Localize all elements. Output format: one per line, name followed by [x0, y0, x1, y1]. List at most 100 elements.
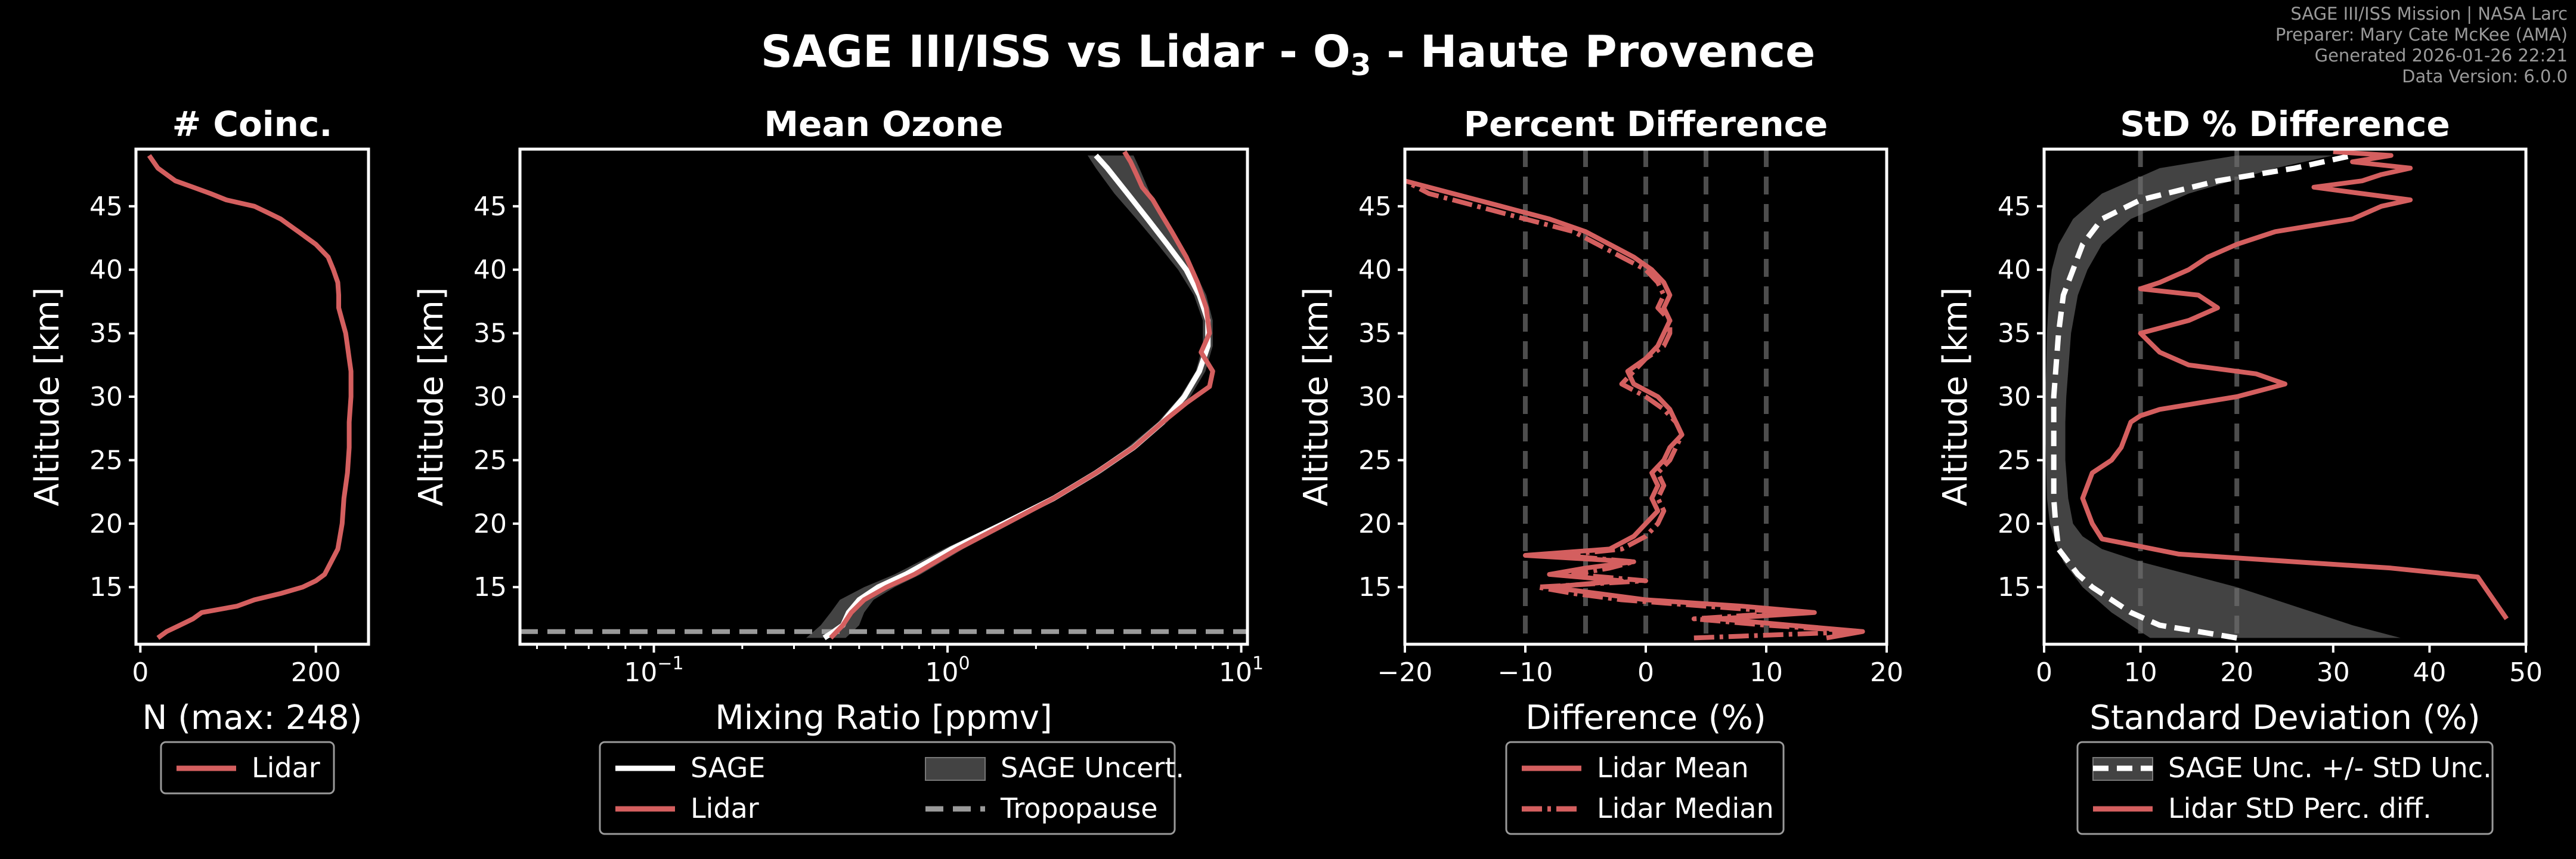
series-lidar — [829, 150, 1215, 640]
x-tick-label: 10 — [1750, 657, 1783, 688]
y-tick-label: 45 — [1998, 191, 2031, 222]
y-tick-label: 30 — [1998, 382, 2031, 412]
legend: SAGE Lidar SAGE Uncert. Tropopause — [599, 741, 1184, 835]
y-tick-label: 20 — [89, 509, 123, 539]
axes-frame — [518, 147, 1249, 646]
x-tick-label: 20 — [2220, 657, 2253, 688]
y-tick-label: 15 — [1998, 572, 2031, 602]
y-tick-label: 15 — [89, 572, 123, 602]
x-axis-label: N (max: 248) — [143, 699, 363, 737]
x-tick-label: 30 — [2317, 657, 2350, 688]
mission-label: SAGE III/ISS Mission | NASA Larc — [2290, 4, 2568, 24]
preparer-label: Preparer: Mary Cate McKee (AMA) — [2275, 24, 2568, 45]
y-tick-label: 20 — [1998, 509, 2031, 539]
legend-label: SAGE Uncert. — [1001, 752, 1184, 784]
series-lidar-mean — [1405, 178, 1865, 641]
y-axis-label: Altitude [km] — [412, 287, 451, 506]
plot-area — [2045, 149, 2509, 644]
y-tick-label: 35 — [89, 319, 123, 349]
y-tick-label: 20 — [473, 509, 507, 539]
legend-item: Lidar Mean — [1522, 752, 1749, 784]
legend: Lidar Mean Lidar Median — [1505, 741, 1785, 835]
x-axis-label: Mixing Ratio [ppmv] — [715, 699, 1052, 737]
x-tick-label: 101 — [1219, 653, 1264, 688]
panel-title: StD % Difference — [2120, 104, 2450, 144]
y-tick-label: 15 — [1358, 572, 1392, 602]
x-tick-label: 0 — [132, 657, 148, 688]
legend-label: SAGE Unc. +/- StD Unc. — [2168, 752, 2492, 784]
figure-title-subscript: 3 — [1351, 48, 1371, 82]
legend-label: Lidar Mean — [1597, 752, 1749, 784]
legend-item: Lidar StD Perc. diff. — [2093, 792, 2432, 824]
y-tick-label: 45 — [89, 191, 123, 222]
y-tick-label: 30 — [473, 382, 507, 412]
x-tick-label: 0 — [2036, 657, 2052, 688]
y-axis-label: Altitude [km] — [28, 287, 67, 506]
y-tick-label: 40 — [1998, 255, 2031, 285]
panel-title: Mean Ozone — [764, 104, 1003, 144]
legend-frame — [599, 741, 1176, 835]
legend-label: SAGE — [691, 752, 765, 784]
legend-item: Lidar — [615, 792, 759, 824]
y-tick-label: 40 — [89, 255, 123, 285]
x-tick-label: −10 — [1498, 657, 1553, 688]
legend-frame — [160, 741, 335, 795]
legend-item: SAGE Unc. +/- StD Unc. — [2092, 752, 2492, 784]
generated-label: Generated 2026-01-26 22:21 — [2314, 45, 2568, 66]
y-tick-label: 20 — [1358, 509, 1392, 539]
plot-area — [520, 150, 1247, 641]
x-tick-exponent: −1 — [657, 653, 683, 674]
x-tick-label: 50 — [2509, 657, 2543, 688]
x-tick-exponent: 1 — [1252, 653, 1264, 674]
legend-item: Lidar Median — [1522, 792, 1774, 824]
legend-label: Lidar — [252, 752, 320, 784]
y-tick-label: 45 — [1358, 191, 1392, 222]
x-tick-label: 0 — [1637, 657, 1654, 688]
y-tick-label: 30 — [1358, 382, 1392, 412]
x-tick-label: 200 — [291, 657, 341, 688]
x-axis-label: Standard Deviation (%) — [2089, 699, 2480, 737]
y-tick-label: 30 — [89, 382, 123, 412]
plot-area — [1405, 149, 1865, 644]
y-tick-label: 25 — [473, 445, 507, 475]
series-lidar — [147, 154, 354, 640]
y-axis-label: Altitude [km] — [1297, 287, 1336, 506]
provenance-block: SAGE III/ISS Mission | NASA Larc Prepare… — [2275, 4, 2568, 87]
y-tick-label: 35 — [473, 319, 507, 349]
y-tick-label: 35 — [1358, 319, 1392, 349]
y-axis-label: Altitude [km] — [1936, 287, 1975, 506]
y-tick-label: 25 — [1998, 445, 2031, 475]
legend-swatch-patch — [925, 757, 986, 781]
x-tick-exponent: 0 — [959, 653, 970, 674]
legend-frame — [2076, 741, 2494, 835]
legend-item: Lidar — [177, 752, 320, 784]
x-axis-label: Difference (%) — [1525, 699, 1766, 737]
legend: SAGE Unc. +/- StD Unc. Lidar StD Perc. di… — [2076, 741, 2494, 835]
legend-label: Lidar StD Perc. diff. — [2168, 792, 2432, 824]
legend-label: Lidar Median — [1597, 792, 1774, 824]
x-tick-label: 10 — [2124, 657, 2157, 688]
y-tick-label: 40 — [1358, 255, 1392, 285]
y-tick-label: 35 — [1998, 319, 2031, 349]
legend-label: Tropopause — [1000, 792, 1158, 824]
legend-item: SAGE Uncert. — [925, 752, 1184, 784]
panel-title: # Coinc. — [172, 104, 333, 144]
series-sage-unc-std-unc- — [2051, 153, 2354, 641]
panel-pct: 15 20 25 30 35 40 45 −20 −10 0 10 20 Percent Differe… — [1297, 104, 1903, 835]
panel-std: 15 20 25 30 35 40 45 0 10 20 30 40 50 StD % Differenc… — [1936, 104, 2543, 835]
legend: Lidar — [160, 741, 335, 795]
data-version-label: Data Version: 6.0.0 — [2402, 66, 2568, 86]
legend-item: Tropopause — [925, 792, 1158, 824]
y-tick-label: 25 — [1358, 445, 1392, 475]
x-tick-label: 100 — [925, 653, 970, 688]
panel-coinc: 15 20 25 30 35 40 45 0 200 # Coinc. N (max: 248) Al… — [28, 104, 370, 795]
y-tick-label: 15 — [473, 572, 507, 602]
axes-frame — [134, 147, 370, 646]
x-tick-label: 10−1 — [624, 653, 683, 688]
series-lidar-std-perc-diff- — [2080, 149, 2509, 620]
y-tick-label: 40 — [473, 255, 507, 285]
series-lidar-median — [1405, 178, 1865, 641]
